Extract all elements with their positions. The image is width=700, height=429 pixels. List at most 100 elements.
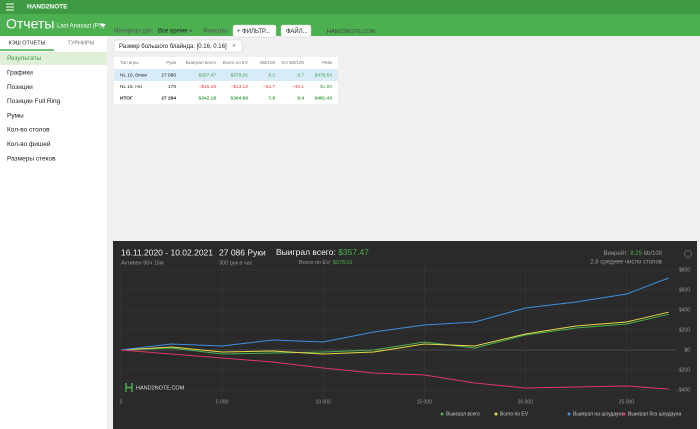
ev-label: Всего по EV: bbox=[299, 260, 332, 266]
sidebar-item[interactable]: Размеры стеков bbox=[7, 155, 56, 162]
y-tick-label: $200 bbox=[679, 327, 690, 333]
chip-close[interactable]: × bbox=[232, 43, 236, 50]
table-cell: −$15.29 bbox=[199, 84, 217, 90]
add-filter-button[interactable] bbox=[232, 24, 277, 38]
top-bar bbox=[0, 0, 700, 14]
brand: HAND2NOTE bbox=[27, 4, 68, 11]
legend-swatch bbox=[494, 412, 498, 416]
column-header: Руки bbox=[166, 60, 176, 65]
table-cell: $357.47 bbox=[199, 72, 217, 78]
table-cell: 7.8 bbox=[268, 95, 275, 101]
chart-panel bbox=[113, 241, 697, 429]
legend-label[interactable]: Выиграл всего bbox=[446, 411, 480, 417]
date-select[interactable]: Все время bbox=[158, 29, 187, 35]
hands-count: 27 086 Руки bbox=[219, 247, 266, 257]
sidebar-item[interactable]: Результаты bbox=[7, 55, 42, 62]
sidebar-item[interactable]: Позиции bbox=[7, 84, 33, 91]
sidebar-tab[interactable]: ТУРНИРЫ bbox=[68, 40, 95, 46]
legend-label[interactable]: Выиграл без шоудауна bbox=[628, 411, 682, 417]
table-cell: 27 086 bbox=[161, 72, 176, 78]
filter-chip-label: Размер большого блайнда: [0.16, 0.16] bbox=[119, 43, 227, 50]
active-time: Активен 90ч 15м bbox=[121, 260, 164, 266]
series-line bbox=[120, 313, 669, 355]
date-label: Интервал дат: bbox=[114, 29, 154, 35]
table-cell: ИТОГ bbox=[120, 95, 133, 101]
avg-tables: 2.8 среднее число столов bbox=[590, 260, 662, 266]
legend-label[interactable]: Всего по EV bbox=[500, 411, 529, 417]
table-cell: 178 bbox=[168, 84, 176, 90]
sidebar bbox=[0, 36, 107, 429]
table-cell: −53.7 bbox=[263, 84, 275, 90]
y-tick-label: $400 bbox=[679, 307, 690, 313]
legend-swatch bbox=[440, 412, 444, 416]
ev-value: $378.01 bbox=[333, 260, 353, 266]
table-cell: 27 264 bbox=[161, 95, 176, 101]
settings-icon[interactable] bbox=[684, 250, 692, 258]
series-line bbox=[120, 311, 669, 355]
sidebar-item[interactable]: Кол-во фишей bbox=[7, 140, 51, 148]
y-tick-label: -$200 bbox=[677, 367, 690, 373]
sidebar-item[interactable]: Кол-во столов bbox=[7, 127, 50, 134]
table-cell: 8.2 bbox=[268, 72, 275, 78]
table-cell: $479.54 bbox=[315, 72, 333, 78]
table-cell: $378.01 bbox=[231, 72, 249, 78]
column-header: Всего по EV bbox=[223, 60, 248, 65]
table-cell: 8.7 bbox=[297, 72, 304, 78]
y-tick-label: -$400 bbox=[677, 387, 690, 393]
file-button[interactable] bbox=[280, 24, 312, 38]
winrate-value: 8.25 bbox=[630, 251, 642, 257]
winrate: Винрейт: 8.25 bb/100 bbox=[604, 250, 663, 257]
sidebar-item[interactable]: Графики bbox=[7, 70, 33, 77]
page-title: Отчеты bbox=[6, 16, 54, 32]
selected-item bbox=[0, 52, 107, 65]
table-cell: $364.89 bbox=[231, 95, 249, 101]
menu-icon[interactable] bbox=[6, 3, 14, 11]
table-cell: NL 16, HU bbox=[120, 84, 143, 90]
filters-label: Фильтры: bbox=[203, 29, 229, 35]
column-header: Рейк bbox=[322, 59, 332, 65]
logo-icon bbox=[316, 26, 324, 36]
y-tick-label: $0 bbox=[684, 347, 690, 353]
legend-swatch bbox=[622, 412, 626, 416]
series-line bbox=[120, 277, 669, 351]
table-cell: $481.43 bbox=[315, 95, 333, 101]
dropdown-arrow bbox=[189, 30, 193, 32]
row-highlight bbox=[114, 69, 338, 81]
account-select[interactable]: Last Anasazi (PS) bbox=[57, 24, 105, 30]
hands-rate: 300 рук в час bbox=[219, 260, 253, 266]
sidebar-item[interactable]: Румы bbox=[7, 112, 24, 119]
x-tick-label: 25 000 bbox=[619, 399, 635, 405]
table-cell: $342.18 bbox=[199, 95, 217, 101]
y-tick-label: $800 bbox=[679, 267, 690, 273]
header-bar bbox=[0, 14, 700, 36]
table-cell: −46.1 bbox=[292, 84, 304, 90]
column-header: BB/100 bbox=[260, 60, 275, 65]
filter-chip[interactable] bbox=[113, 39, 243, 53]
file-label: ФАЙЛ... bbox=[286, 27, 308, 35]
x-tick-label: 20 000 bbox=[518, 399, 534, 405]
add-filter-label: + ФИЛЬТР... bbox=[237, 29, 270, 35]
table-cell: −$13.12 bbox=[231, 84, 249, 90]
series-line bbox=[120, 349, 669, 390]
table-cell: $1.80 bbox=[320, 84, 332, 90]
watermark: HAND2NOTE.COM bbox=[136, 385, 185, 391]
table-cell: 8.4 bbox=[297, 95, 304, 101]
won-value: $357.47 bbox=[338, 247, 369, 257]
dropdown-arrow bbox=[100, 24, 106, 27]
ev-total: Всего по EV: $378.01 bbox=[299, 260, 353, 266]
sidebar-tab[interactable]: КЭШ ОТЧЕТЫ bbox=[9, 40, 46, 46]
watermark-logo bbox=[125, 383, 133, 392]
winrate-label: Винрейт: bbox=[604, 250, 629, 257]
sidebar-item[interactable]: Позиции Full Ring bbox=[7, 98, 61, 105]
x-tick-label: 15 000 bbox=[417, 399, 433, 405]
x-tick-label: 0 bbox=[120, 399, 123, 405]
x-tick-label: 5 000 bbox=[216, 399, 229, 405]
column-header: Тип игры bbox=[120, 60, 139, 65]
date-range: 16.11.2020 - 10.02.2021 bbox=[121, 247, 213, 257]
y-tick-label: $600 bbox=[679, 287, 690, 293]
column-header: EV BB/100 bbox=[282, 60, 305, 65]
legend-label[interactable]: Выиграл на шоудауне bbox=[573, 411, 624, 417]
winrate-unit: bb/100 bbox=[644, 251, 663, 257]
site-link[interactable]: HAND2NOTE.COM bbox=[327, 29, 376, 35]
